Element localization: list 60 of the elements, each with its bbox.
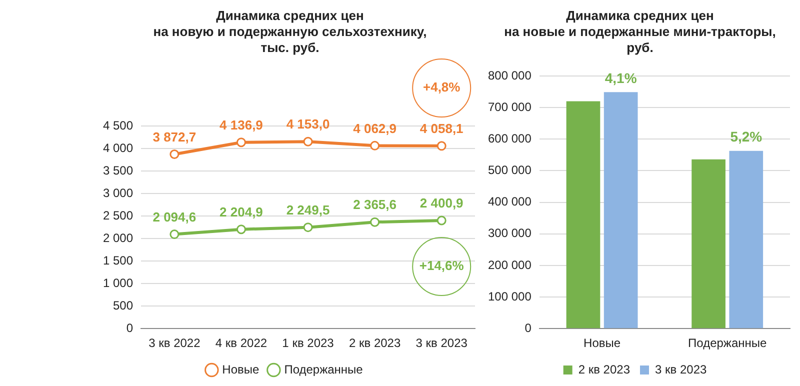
data-label: 4 136,9 [220, 117, 263, 132]
data-label: 2 094,6 [152, 209, 196, 224]
legend-label: 2 кв 2023 [578, 362, 630, 376]
point [236, 138, 246, 148]
y-tick-label: 3 000 [103, 186, 134, 200]
data-label: 4 062,9 [353, 120, 396, 136]
point [370, 140, 380, 150]
point [303, 136, 313, 146]
bar [729, 150, 764, 328]
text: +4,8% [422, 80, 461, 95]
y-tick-label: 4 500 [103, 118, 134, 132]
y-tick-label: 300 000 [488, 226, 532, 240]
y-tick-label: 2 000 [103, 230, 134, 245]
bar [692, 159, 726, 328]
y-tick-label: 200 000 [488, 258, 532, 272]
data-label: 2 204,9 [220, 204, 263, 220]
legend-label: Новые [222, 362, 260, 376]
annotation: +14,6% [419, 258, 464, 274]
y-tick-label: 1 500 [103, 253, 134, 268]
y-tick-label: 100 000 [488, 289, 532, 304]
y-tick-label: 0 [524, 320, 532, 335]
y-tick-label: 500 [113, 298, 134, 312]
point [170, 230, 180, 240]
legend-label: Подержанные [284, 362, 364, 376]
bar [604, 92, 638, 328]
data-label: 4 153,0 [286, 116, 330, 132]
point [170, 149, 180, 159]
y-tick-label: 3 500 [103, 163, 134, 178]
data-label: 2 249,5 [286, 202, 330, 218]
x-tick-label: Новые [584, 336, 621, 350]
point [436, 141, 446, 151]
data-label: 2 400,9 [420, 196, 464, 211]
point [370, 217, 380, 227]
y-tick-label: 400 000 [488, 194, 532, 209]
y-tick-label: 700 000 [488, 100, 532, 114]
x-tick-label: 2 кв 2023 [348, 336, 401, 350]
chart-title: Динамика средних цен на новые и подержанные мини-тракторы, руб. [503, 7, 777, 56]
data-label: 4 058,1 [420, 120, 464, 136]
y-tick-label: 1 000 [103, 276, 134, 290]
x-tick-label: 1 кв 2023 [282, 336, 334, 350]
point [236, 224, 246, 234]
data-label: 3 872,7 [152, 129, 196, 144]
y-tick-label: 2 500 [103, 208, 134, 222]
x-tick-label: 3 кв 2022 [148, 336, 201, 350]
annotation: 5,2% [730, 128, 763, 145]
chart-title: Динамика средних цен на новую и подержанную сельхозтехнику, тыс. руб. [152, 7, 428, 56]
y-tick-label: 800 000 [488, 68, 532, 82]
annotation: 4,1% [604, 70, 638, 86]
y-tick-label: 600 000 [488, 131, 532, 146]
data-label: 2 365,6 [353, 197, 396, 212]
point [303, 222, 313, 232]
point [436, 216, 446, 226]
legend-label: 3 кв 2023 [655, 362, 707, 376]
bar [566, 101, 600, 328]
x-tick-label: 3 кв 2023 [416, 336, 468, 350]
y-tick-label: 0 [126, 320, 134, 335]
y-tick-label: 4 000 [103, 140, 134, 155]
x-tick-label: Подержанные [688, 336, 767, 350]
y-tick-label: 500 000 [488, 163, 532, 178]
x-tick-label: 4 кв 2022 [215, 336, 268, 350]
